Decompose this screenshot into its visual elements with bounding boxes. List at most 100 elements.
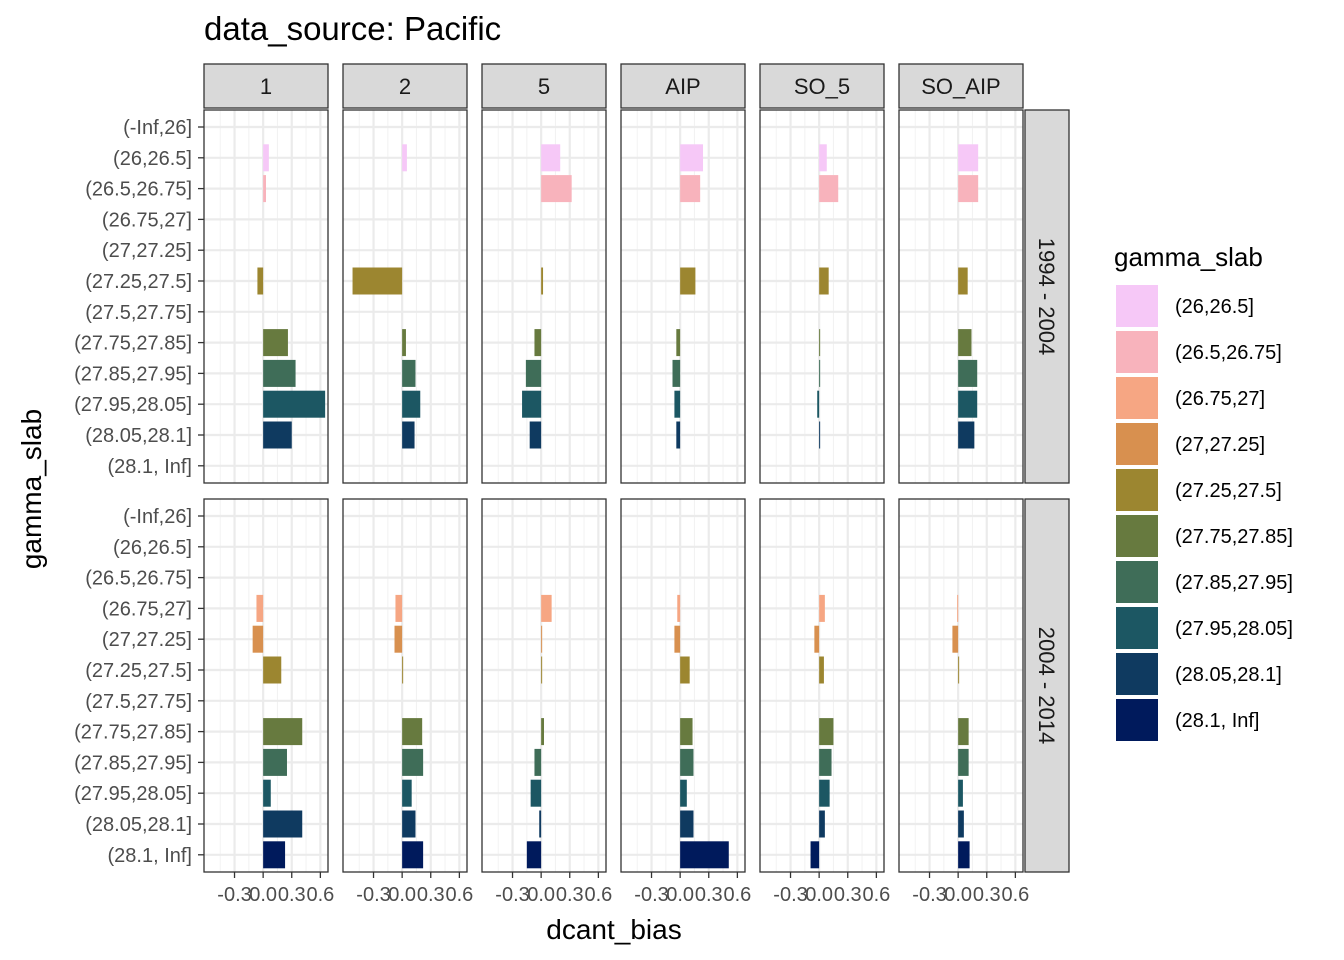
legend-item: (27.75,27.85] (1116, 515, 1293, 557)
bar (541, 718, 544, 746)
facet-strip-background (759, 63, 885, 109)
y-tick-label: (27.25,27.5] (85, 271, 192, 293)
y-tick-label: (27.95,28.05] (74, 783, 192, 805)
bar (819, 594, 825, 622)
bar (817, 390, 820, 418)
bar (263, 718, 303, 746)
bar (263, 656, 282, 684)
legend-label: (26.5,26.75] (1175, 342, 1282, 364)
bar (958, 329, 972, 357)
bar (402, 144, 407, 172)
y-tick-label: (-Inf,26] (123, 117, 192, 139)
legend-key (1116, 285, 1158, 327)
legend-key (1116, 377, 1158, 419)
panel-border (481, 498, 607, 873)
legend: gamma_slab (26,26.5] (26.5,26.75] (26.75,2… (1114, 242, 1293, 741)
x-tick-label: 0.6 (445, 884, 473, 906)
bar (263, 329, 288, 357)
facet-strip-label: SO_5 (794, 74, 850, 99)
y-tick-label: (26.75,27] (102, 209, 192, 231)
panel-background (343, 110, 467, 483)
facet-strip-1: 1 (203, 63, 329, 109)
bar (958, 267, 968, 295)
legend-key (1116, 653, 1158, 695)
bar (263, 841, 286, 869)
facet-panel: -0.30.0 0.3 0.6 (898, 498, 1029, 906)
bar (680, 144, 704, 172)
x-tick-label: 0.3 (278, 884, 306, 906)
x-tick-label: 0.3 (695, 884, 723, 906)
bar (263, 810, 303, 838)
legend-label: (26,26.5] (1175, 296, 1254, 318)
bar (680, 779, 687, 807)
x-tick-label: 0.3 (417, 884, 445, 906)
panel-background (621, 499, 745, 872)
facet-panel: -0.30.0 0.3 0.6 (620, 498, 751, 906)
panel-background (482, 110, 606, 483)
panel-background (204, 110, 328, 483)
facet-panel (898, 109, 1024, 484)
facet-strip-background (620, 63, 746, 109)
facet-strip-background (898, 63, 1024, 109)
x-tick-label: 0.6 (584, 884, 612, 906)
facet-panel: -0.30.0 0.3 0.6 (759, 498, 890, 906)
x-tick-label: 0.0 (944, 884, 972, 906)
bar (402, 748, 424, 776)
bar (819, 267, 829, 295)
x-tick-label: 0.0 (527, 884, 555, 906)
x-tick-label: -0.3 (217, 884, 251, 906)
bar (819, 748, 832, 776)
row-strip-label: 1994 - 2004 (1034, 238, 1059, 355)
legend-key (1116, 561, 1158, 603)
legend-key (1116, 331, 1158, 373)
bar (529, 421, 542, 449)
legend-label: (27.85,27.95] (1175, 572, 1293, 594)
bar (676, 329, 681, 357)
panel-background (343, 499, 467, 872)
bar (402, 718, 423, 746)
y-tick-label: (28.1, Inf] (108, 456, 193, 478)
y-tick-label: (27,27.25] (102, 240, 192, 262)
bar (541, 594, 552, 622)
bar (402, 329, 406, 357)
legend-item: (27.25,27.5] (1116, 469, 1282, 511)
legend-key (1116, 699, 1158, 741)
bar (676, 421, 681, 449)
bar (541, 175, 572, 203)
bar (672, 359, 681, 387)
x-axis-title: dcant_bias (546, 914, 681, 945)
y-tick-label: (26.5,26.75] (85, 179, 192, 201)
facet-strip-label: SO_AIP (921, 74, 1000, 99)
x-tick-label: 0.0 (388, 884, 416, 906)
bar (958, 359, 978, 387)
bar (530, 779, 542, 807)
facet-strip-so-5: SO_5 (759, 63, 885, 109)
bar (263, 390, 326, 418)
x-tick-label: -0.3 (495, 884, 529, 906)
legend-item: (28.05,28.1] (1116, 653, 1282, 695)
panel-border (342, 109, 468, 484)
y-tick-label: (26,26.5] (113, 148, 192, 170)
x-tick-label: 0.0 (249, 884, 277, 906)
bar (263, 779, 271, 807)
y-tick-label: (27.25,27.5] (85, 660, 192, 682)
y-tick-label: (27,27.25] (102, 629, 192, 651)
panel-background (204, 499, 328, 872)
bar (958, 421, 975, 449)
bar (958, 810, 964, 838)
bar (263, 175, 266, 203)
facet-panel (342, 109, 468, 484)
legend-key (1116, 515, 1158, 557)
bar (958, 656, 960, 684)
legend-items: (26,26.5] (26.5,26.75] (26.75,27] (27,27.25… (1116, 285, 1293, 741)
bar (541, 267, 544, 295)
bar (680, 748, 694, 776)
bar (541, 144, 561, 172)
bar (534, 329, 542, 357)
legend-label: (27.95,28.05] (1175, 618, 1293, 640)
x-tick-label: 0.6 (862, 884, 890, 906)
bar (810, 841, 820, 869)
bar (819, 421, 821, 449)
bar (958, 779, 963, 807)
